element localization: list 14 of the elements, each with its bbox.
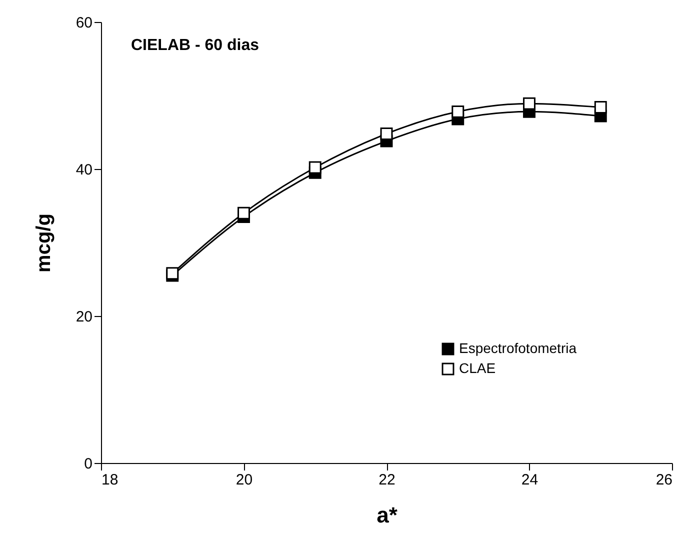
x-tick-label: 22 xyxy=(378,472,396,488)
x-tick-label: 20 xyxy=(236,472,253,488)
x-tick-label: 26 xyxy=(656,472,672,488)
y-tick-label: 20 xyxy=(76,308,92,326)
text: CIELAB - 60 dias xyxy=(131,37,260,54)
y-tick-label: 0 xyxy=(84,456,92,472)
y-tick-label: 40 xyxy=(76,162,92,178)
legend-label: CLAE xyxy=(459,360,496,376)
x-tick-label: 24 xyxy=(521,472,538,488)
x-axis-title: a* xyxy=(376,502,398,528)
legend-label: Espectrofotometria xyxy=(459,340,577,356)
y-axis-title: mcg/g xyxy=(32,214,55,272)
y-tick-label: 60 xyxy=(76,14,92,32)
x-tick-label: 18 xyxy=(102,472,118,488)
